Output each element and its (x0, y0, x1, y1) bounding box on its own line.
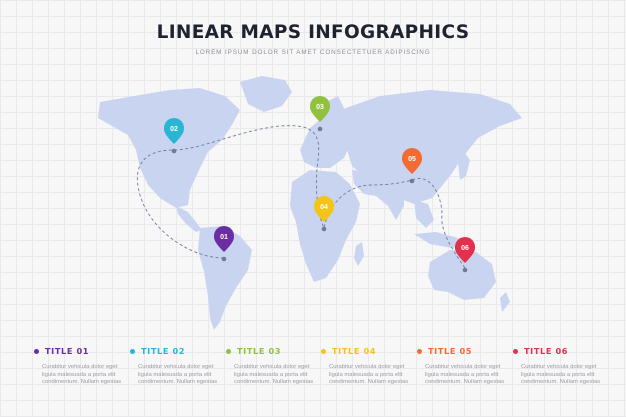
legend-item-06: TITLE 06 Curabitur vehicula dolor eget l… (513, 346, 613, 387)
marker-03[interactable]: 03 (310, 96, 330, 132)
land-south-asia (352, 170, 404, 220)
map-pin-icon (310, 96, 330, 122)
marker-label: 06 (461, 245, 469, 252)
marker-label: 04 (320, 204, 328, 211)
land-south-america (198, 226, 252, 330)
legend-title: TITLE 05 (428, 346, 473, 356)
marker-06[interactable]: 06 (455, 237, 475, 273)
bullet-dot-icon (130, 348, 135, 354)
marker-label: 03 (316, 104, 324, 111)
continents (98, 76, 522, 330)
land-madagascar (354, 242, 364, 266)
marker-label: 01 (220, 234, 228, 241)
marker-05[interactable]: 05 (402, 148, 422, 184)
legend-title: TITLE 03 (237, 346, 282, 356)
legend-item-01: TITLE 01 Curabitur vehicula dolor eget l… (34, 346, 134, 387)
bullet-dot-icon (226, 348, 231, 354)
route-line (136, 125, 466, 269)
legend-text: Curabitur vehicula dolor eget ligula mal… (425, 364, 505, 386)
map-pin-icon (314, 196, 334, 222)
legend-item-02: TITLE 02 Curabitur vehicula dolor eget l… (130, 346, 230, 387)
marker-02[interactable]: 02 (164, 118, 184, 154)
marker-label: 05 (408, 156, 416, 163)
legend-text: Curabitur vehicula dolor eget ligula mal… (329, 364, 409, 386)
map-pin-icon (214, 226, 234, 252)
marker-01[interactable]: 01 (214, 226, 234, 262)
legend-title: TITLE 01 (45, 346, 90, 356)
legend-text: Curabitur vehicula dolor eget ligula mal… (234, 364, 314, 386)
legend: TITLE 01 Curabitur vehicula dolor eget l… (0, 346, 626, 417)
page-title: LINEAR MAPS INFOGRAPHICS (156, 22, 470, 43)
legend-text: Curabitur vehicula dolor eget ligula mal… (138, 364, 218, 386)
bullet-dot-icon (34, 348, 39, 354)
page-subtitle: LOREM IPSUM DOLOR SIT AMET CONSECTETUER … (195, 49, 431, 56)
land-southeast-asia (414, 200, 434, 228)
land-asia (340, 90, 522, 204)
land-arctic-islands (150, 92, 205, 108)
legend-title: TITLE 02 (141, 346, 186, 356)
bullet-dot-icon (513, 348, 518, 354)
legend-title: TITLE 06 (524, 346, 569, 356)
legend-title: TITLE 04 (332, 346, 377, 356)
land-north-america (98, 88, 240, 208)
land-europe (300, 112, 352, 168)
legend-text: Curabitur vehicula dolor eget ligula mal… (42, 364, 122, 386)
marker-04[interactable]: 04 (314, 196, 334, 232)
land-greenland (240, 76, 292, 112)
legend-item-03: TITLE 03 Curabitur vehicula dolor eget l… (226, 346, 326, 387)
bullet-dot-icon (417, 348, 422, 354)
land-japan (458, 152, 470, 180)
land-africa (290, 170, 360, 282)
map-pin-icon (164, 118, 184, 144)
bullet-dot-icon (321, 348, 326, 354)
map-pin-icon (402, 148, 422, 174)
land-central-america (176, 206, 202, 232)
marker-label: 02 (170, 126, 178, 133)
legend-item-05: TITLE 05 Curabitur vehicula dolor eget l… (417, 346, 517, 387)
map-pin-icon (455, 237, 475, 263)
land-australia (428, 250, 496, 300)
land-new-zealand (500, 292, 510, 312)
legend-text: Curabitur vehicula dolor eget ligula mal… (521, 364, 601, 386)
legend-item-04: TITLE 04 Curabitur vehicula dolor eget l… (321, 346, 421, 387)
